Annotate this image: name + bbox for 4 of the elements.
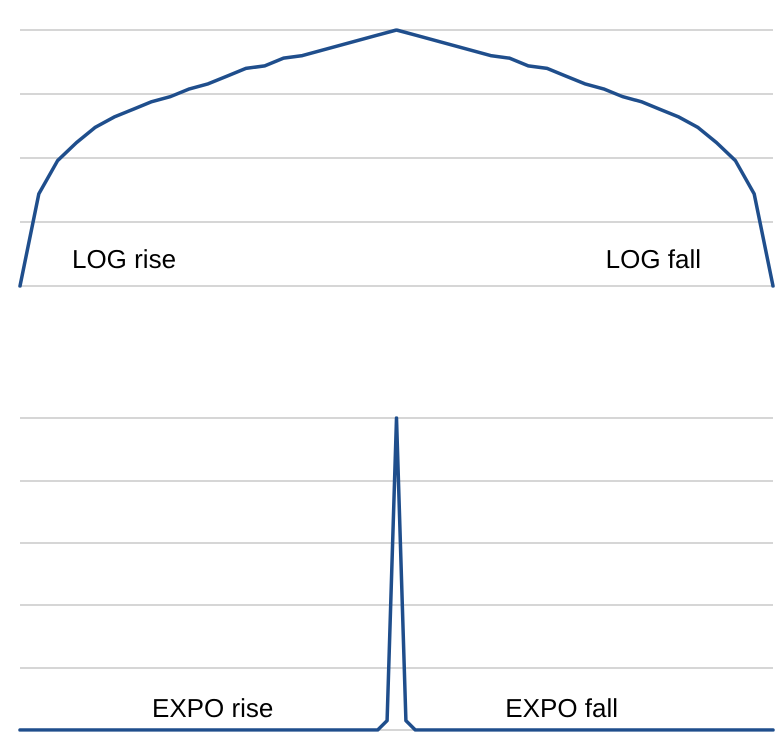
annotation: LOG fall (606, 244, 702, 274)
annotation: EXPO rise (152, 693, 274, 723)
annotation: EXPO fall (505, 693, 618, 723)
annotation: LOG rise (72, 244, 176, 274)
